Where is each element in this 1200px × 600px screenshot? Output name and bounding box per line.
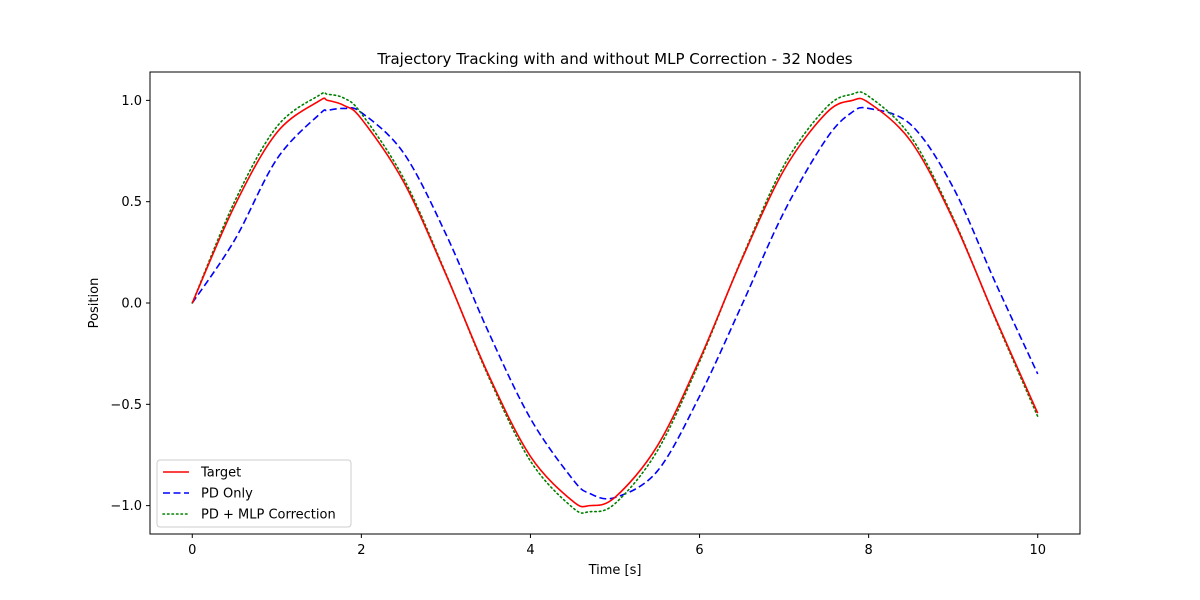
- x-axis-label: Time [s]: [588, 563, 642, 578]
- legend-box: [156, 459, 352, 528]
- x-tick-label: 0: [188, 543, 196, 558]
- y-tick-label: −0.5: [110, 398, 142, 413]
- series-lines: [191, 91, 1039, 514]
- x-tick-label: 4: [526, 543, 534, 558]
- chart-title: Trajectory Tracking with and without MLP…: [376, 50, 852, 68]
- x-tick-label: 6: [695, 543, 703, 558]
- series-line-pd-mlp-correction: [191, 91, 1039, 514]
- y-tick-label: 0.5: [121, 195, 142, 210]
- y-tick-label: 0.0: [121, 297, 142, 312]
- series-line-target: [191, 97, 1039, 508]
- legend-label: PD Only: [201, 487, 253, 502]
- y-tick-label: −1.0: [110, 499, 142, 514]
- legend-label: Target: [200, 466, 241, 481]
- y-tick-label: 1.0: [121, 94, 142, 109]
- x-tick-label: 8: [864, 543, 872, 558]
- y-axis-label: Position: [87, 278, 102, 329]
- legend: Target PD Only PD + MLP Correction: [156, 459, 352, 528]
- series-line-pd-only: [191, 106, 1039, 500]
- x-tick-label: 10: [1029, 543, 1046, 558]
- y-axis-ticks: −1.0 −0.5 0.0 0.5 1.0: [110, 94, 150, 514]
- legend-label: PD + MLP Correction: [201, 508, 336, 523]
- legend-entries: Target PD Only PD + MLP Correction: [162, 466, 336, 523]
- x-tick-label: 2: [357, 543, 365, 558]
- x-axis-ticks: 0 2 4 6 8 10: [188, 534, 1046, 558]
